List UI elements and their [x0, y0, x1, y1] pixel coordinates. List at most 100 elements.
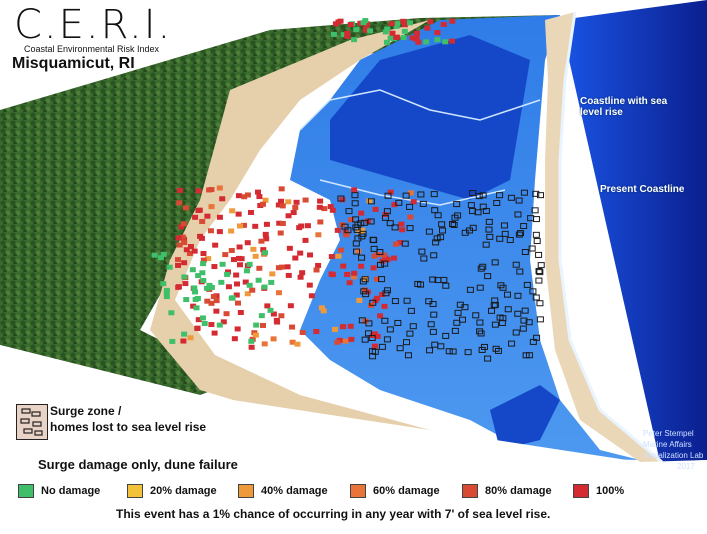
- house-marker: [262, 250, 269, 256]
- house-marker: [500, 222, 508, 229]
- house-marker: [211, 330, 218, 336]
- house-marker: [407, 307, 415, 314]
- house-marker: [358, 263, 365, 269]
- house-marker: [388, 21, 395, 27]
- legend-swatch: [238, 484, 254, 498]
- house-marker: [529, 288, 537, 295]
- house-marker: [430, 252, 438, 259]
- house-marker: [223, 311, 230, 317]
- house-marker: [419, 200, 427, 207]
- house-marker: [358, 317, 366, 324]
- house-marker: [525, 319, 533, 326]
- house-marker: [241, 194, 248, 200]
- house-marker: [398, 221, 405, 227]
- house-marker: [506, 236, 514, 243]
- house-marker: [476, 319, 484, 326]
- house-marker: [211, 264, 218, 270]
- house-marker: [532, 294, 540, 301]
- house-marker: [237, 310, 244, 316]
- house-marker: [189, 267, 196, 273]
- house-marker: [252, 223, 259, 229]
- house-marker: [427, 321, 435, 328]
- house-marker: [406, 330, 414, 337]
- house-marker: [440, 21, 447, 27]
- house-marker: [379, 292, 386, 298]
- house-marker: [278, 313, 285, 319]
- house-marker: [360, 219, 368, 226]
- salt-pond: [330, 35, 530, 200]
- house-marker: [222, 252, 229, 258]
- sea-level-arrow-icon: [566, 95, 576, 105]
- house-marker: [195, 208, 202, 214]
- house-marker: [351, 37, 358, 43]
- house-marker: [391, 202, 398, 208]
- house-marker: [427, 19, 434, 25]
- house-marker: [449, 220, 457, 227]
- house-marker: [393, 23, 400, 29]
- house-marker: [299, 330, 306, 336]
- lower-pond: [490, 385, 560, 450]
- house-marker: [313, 329, 320, 335]
- house-marker: [482, 241, 490, 248]
- house-marker: [176, 187, 183, 193]
- house-marker: [367, 198, 375, 205]
- house-marker: [340, 263, 347, 269]
- house-marker: [521, 307, 529, 314]
- house-marker: [366, 198, 373, 204]
- house-marker: [198, 235, 205, 241]
- house-marker: [401, 22, 408, 28]
- house-marker: [254, 189, 261, 195]
- house-marker: [369, 299, 377, 306]
- house-marker: [175, 262, 182, 268]
- house-marker: [285, 213, 292, 219]
- house-marker: [469, 207, 477, 214]
- house-marker: [328, 254, 335, 260]
- legend-swatch: [573, 484, 589, 498]
- house-marker: [225, 284, 232, 290]
- house-marker: [236, 244, 243, 250]
- house-marker: [521, 248, 529, 255]
- house-marker: [491, 321, 499, 328]
- house-marker: [532, 216, 540, 223]
- house-marker: [390, 255, 397, 261]
- legend-label: 100%: [596, 485, 625, 497]
- house-marker: [340, 324, 347, 330]
- house-marker: [208, 300, 215, 306]
- house-marker: [356, 297, 363, 303]
- house-marker: [395, 199, 403, 206]
- house-marker: [199, 270, 206, 276]
- house-marker: [383, 336, 391, 343]
- house-marker: [182, 205, 189, 211]
- house-marker: [258, 238, 265, 244]
- house-marker: [194, 325, 201, 331]
- slr-shoreline: [299, 89, 541, 206]
- house-marker: [523, 281, 531, 288]
- house-marker: [253, 322, 260, 328]
- house-marker: [350, 274, 357, 280]
- house-marker: [381, 260, 389, 267]
- house-marker: [219, 196, 226, 202]
- house-marker: [400, 34, 407, 40]
- house-marker: [216, 214, 223, 220]
- house-marker: [262, 197, 269, 203]
- house-marker: [507, 194, 515, 201]
- house-marker: [533, 334, 541, 341]
- house-marker: [493, 199, 501, 206]
- house-marker: [517, 230, 525, 237]
- house-marker: [353, 226, 361, 233]
- house-marker: [409, 323, 417, 330]
- credit-line: Visualization Lab: [643, 451, 704, 460]
- house-marker: [160, 281, 167, 287]
- house-marker: [192, 297, 199, 303]
- house-marker: [299, 270, 306, 276]
- house-marker: [335, 19, 342, 25]
- house-marker: [442, 332, 450, 339]
- house-marker: [338, 247, 345, 253]
- house-marker: [497, 282, 505, 289]
- house-marker: [382, 211, 389, 217]
- house-marker: [371, 253, 378, 259]
- legend-item-20: 20% damage: [127, 484, 217, 498]
- house-marker: [356, 228, 363, 234]
